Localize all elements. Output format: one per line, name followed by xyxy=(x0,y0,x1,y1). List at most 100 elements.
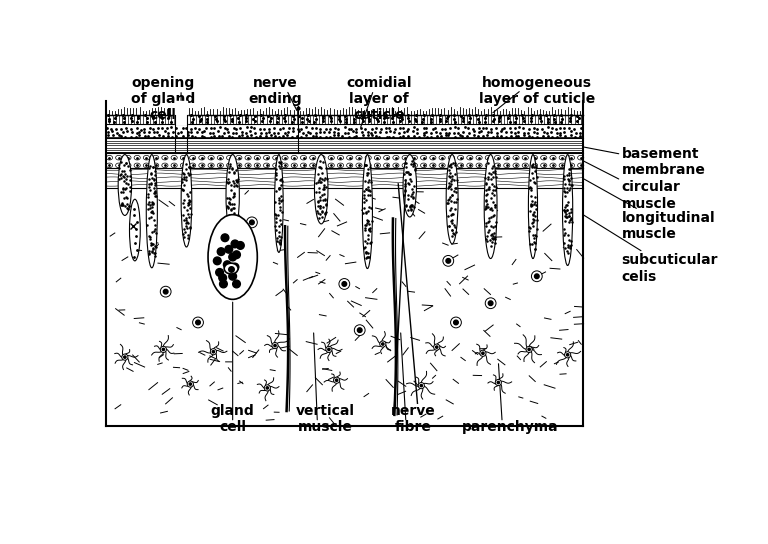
Ellipse shape xyxy=(319,163,325,168)
Ellipse shape xyxy=(125,163,131,168)
Ellipse shape xyxy=(134,163,141,168)
Circle shape xyxy=(446,258,451,263)
Ellipse shape xyxy=(356,163,362,168)
Ellipse shape xyxy=(412,156,418,160)
Circle shape xyxy=(526,347,532,353)
Text: longitudinal
muscle: longitudinal muscle xyxy=(583,178,715,242)
Circle shape xyxy=(219,274,227,282)
Ellipse shape xyxy=(118,154,131,215)
Circle shape xyxy=(443,256,454,266)
Circle shape xyxy=(326,347,332,353)
Ellipse shape xyxy=(504,156,510,160)
Ellipse shape xyxy=(116,156,122,160)
Ellipse shape xyxy=(227,156,233,160)
Circle shape xyxy=(382,343,384,345)
Ellipse shape xyxy=(346,163,353,168)
Circle shape xyxy=(274,344,276,347)
Circle shape xyxy=(225,245,233,253)
Circle shape xyxy=(454,320,458,325)
Circle shape xyxy=(342,282,346,286)
Ellipse shape xyxy=(273,156,279,160)
Circle shape xyxy=(221,234,229,242)
Circle shape xyxy=(193,317,204,328)
Circle shape xyxy=(264,385,270,391)
Ellipse shape xyxy=(227,163,233,168)
Circle shape xyxy=(196,320,200,325)
Circle shape xyxy=(435,346,438,348)
Circle shape xyxy=(339,279,349,289)
Circle shape xyxy=(220,280,227,288)
Circle shape xyxy=(354,325,365,336)
Ellipse shape xyxy=(365,156,371,160)
Ellipse shape xyxy=(144,163,150,168)
Ellipse shape xyxy=(181,154,192,247)
Text: opening
of gland
cell: opening of gland cell xyxy=(131,76,196,122)
Circle shape xyxy=(237,242,244,249)
Ellipse shape xyxy=(116,163,122,168)
Ellipse shape xyxy=(199,163,205,168)
Ellipse shape xyxy=(484,154,497,258)
Circle shape xyxy=(210,349,217,355)
Circle shape xyxy=(336,379,338,381)
Ellipse shape xyxy=(458,163,464,168)
Ellipse shape xyxy=(291,163,297,168)
Text: subcuticular
celis: subcuticular celis xyxy=(583,215,718,283)
Ellipse shape xyxy=(439,163,445,168)
Ellipse shape xyxy=(300,163,306,168)
Circle shape xyxy=(161,347,167,353)
Ellipse shape xyxy=(374,163,380,168)
Ellipse shape xyxy=(199,156,205,160)
Ellipse shape xyxy=(319,156,325,160)
Circle shape xyxy=(564,352,571,358)
Ellipse shape xyxy=(513,163,519,168)
Ellipse shape xyxy=(337,156,343,160)
Circle shape xyxy=(187,381,194,387)
Ellipse shape xyxy=(208,156,214,160)
Circle shape xyxy=(233,251,240,258)
Ellipse shape xyxy=(568,163,574,168)
Ellipse shape xyxy=(144,156,150,160)
Ellipse shape xyxy=(439,156,445,160)
Text: vertical
muscle: vertical muscle xyxy=(296,404,355,434)
Ellipse shape xyxy=(263,163,270,168)
Text: gland
cell: gland cell xyxy=(210,404,254,434)
Ellipse shape xyxy=(254,156,260,160)
Ellipse shape xyxy=(421,163,427,168)
Circle shape xyxy=(495,379,502,386)
Text: parenchyma: parenchyma xyxy=(462,420,558,434)
Ellipse shape xyxy=(217,156,223,160)
Ellipse shape xyxy=(458,156,464,160)
Ellipse shape xyxy=(275,154,283,252)
Ellipse shape xyxy=(245,156,251,160)
Ellipse shape xyxy=(346,156,353,160)
Text: basement
membrane: basement membrane xyxy=(583,147,705,177)
Circle shape xyxy=(164,289,168,294)
Circle shape xyxy=(124,356,126,358)
Circle shape xyxy=(333,377,339,384)
Ellipse shape xyxy=(162,163,168,168)
Ellipse shape xyxy=(180,156,187,160)
Ellipse shape xyxy=(314,154,328,224)
Ellipse shape xyxy=(245,163,251,168)
Ellipse shape xyxy=(365,163,371,168)
Ellipse shape xyxy=(467,156,473,160)
Ellipse shape xyxy=(282,163,288,168)
Ellipse shape xyxy=(528,154,538,258)
Ellipse shape xyxy=(392,163,399,168)
Text: homogeneous
layer of cuticle: homogeneous layer of cuticle xyxy=(478,76,595,106)
Ellipse shape xyxy=(130,199,141,261)
Circle shape xyxy=(250,220,254,225)
Ellipse shape xyxy=(153,163,159,168)
Ellipse shape xyxy=(531,156,538,160)
Circle shape xyxy=(233,280,240,288)
Circle shape xyxy=(485,298,496,308)
Ellipse shape xyxy=(328,156,334,160)
Ellipse shape xyxy=(430,156,436,160)
Circle shape xyxy=(535,274,539,279)
Ellipse shape xyxy=(162,156,168,160)
Ellipse shape xyxy=(513,156,519,160)
Ellipse shape xyxy=(125,156,131,160)
Ellipse shape xyxy=(504,163,510,168)
Circle shape xyxy=(420,385,422,387)
Ellipse shape xyxy=(208,163,214,168)
